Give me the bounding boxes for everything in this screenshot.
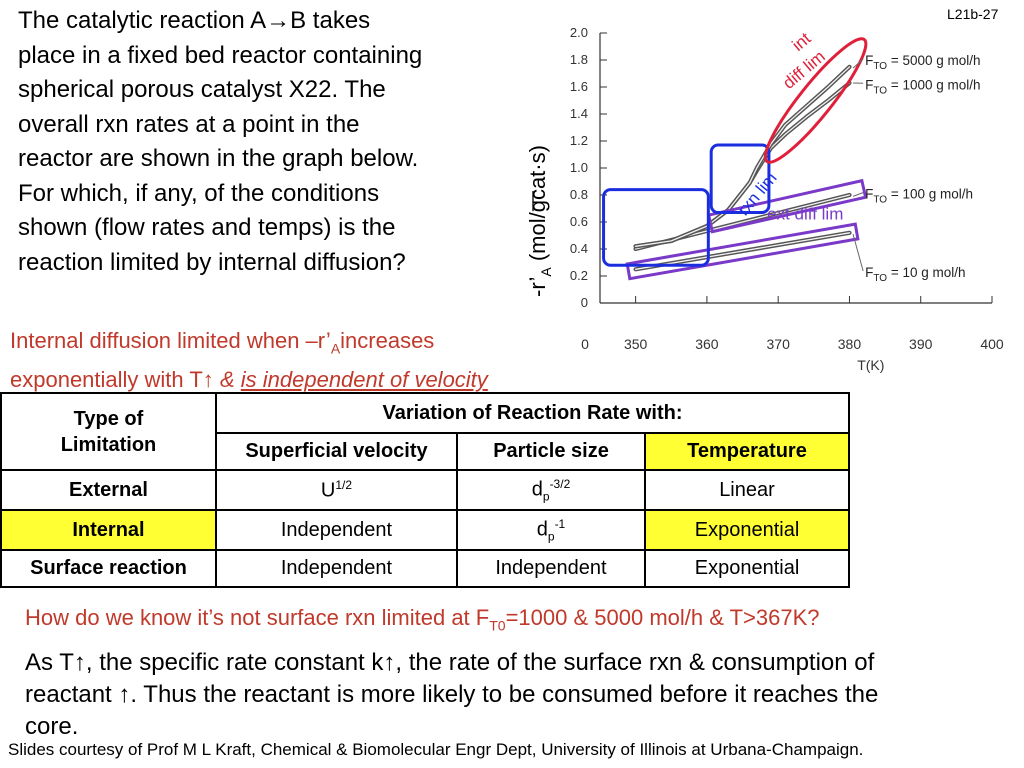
header-variation: Variation of Reaction Rate with: (215, 392, 850, 434)
cell-temperature: Exponential (644, 509, 850, 551)
y-tick-label: 1.2 (570, 133, 588, 148)
x-tick-label: 380 (838, 336, 862, 352)
problem-line: reactor are shown in the graph below. (18, 145, 419, 172)
problem-statement: The catalytic reaction A→B takes place i… (18, 4, 508, 280)
x-tick-label: 370 (767, 336, 791, 352)
row-type: External (0, 469, 217, 511)
problem-line: For which, if any, of the conditions (18, 179, 380, 207)
problem-line: The catalytic reaction A→B takes (18, 7, 371, 34)
x-tick-label: 390 (909, 336, 933, 352)
legend-entry: FTO = 1000 g mol/h (865, 77, 980, 96)
criterion-text: exponentially with T↑ (10, 367, 220, 393)
internal-diffusion-criterion: Internal diffusion limited when –r’Aincr… (10, 325, 488, 395)
criterion-emphasis: is independent of velocity (240, 367, 488, 393)
legend-leader (852, 234, 864, 272)
ext-diff-lim-label: ext diff lim (767, 204, 843, 223)
y-tick-label: 1.6 (570, 79, 588, 94)
x-tick-label: 360 (695, 336, 719, 352)
header-particle-size: Particle size (456, 432, 646, 471)
row-type: Surface reaction (0, 549, 217, 588)
criterion-subscript: A (330, 340, 341, 357)
ext-diff-lim-box-10 (625, 222, 860, 281)
x-tick-label: 350 (624, 336, 648, 352)
table-row: Surface reaction Independent Independent… (0, 549, 850, 588)
answer: As T↑, the specific rate constant k↑, th… (25, 647, 1015, 743)
y-tick-label: 0.2 (570, 268, 588, 283)
rate-vs-temperature-chart: 0 0.2 0.4 0.6 0.8 1.0 1.2 1.4 1.6 1.8 2.0 350 360 370… (525, 25, 1004, 373)
row-type: Internal (0, 509, 217, 551)
ext-diff-lim-box-100 (706, 178, 868, 234)
cell-velocity: Independent (215, 549, 458, 588)
criterion-ampersand: & (219, 367, 235, 393)
y-tick-label: 0.4 (570, 241, 588, 256)
criterion-text: increases (340, 328, 435, 353)
legend-entry: FTO = 10 g mol/h (865, 265, 965, 284)
y-tick-label: 0.6 (570, 214, 588, 229)
problem-line: spherical porous catalyst X22. The (18, 76, 386, 103)
x-axis-label: T(K) (857, 357, 884, 373)
int-diff-lim-oval (763, 37, 868, 164)
y-tick-label: 1.4 (570, 106, 588, 121)
chart-ticks: 0 0.2 0.4 0.6 0.8 1.0 1.2 1.4 1.6 1.8 2.0 350 360 370… (570, 25, 1004, 352)
y-tick-label: 2.0 (570, 25, 588, 40)
answer-line: reactant ↑. Thus the reactant is more li… (25, 681, 879, 708)
answer-line: core. (25, 713, 79, 740)
legend-leader (852, 58, 864, 69)
slide-number: L21b-27 (947, 6, 999, 22)
series-line-highlight (634, 66, 851, 247)
problem-line: overall rxn rates at a point in the (18, 110, 360, 138)
y-tick-label: 0.8 (570, 187, 588, 202)
header-superficial-velocity: Superficial velocity (215, 432, 458, 471)
table-row: External U1/2 dp-3/2 Linear (0, 469, 850, 511)
cell-temperature: Exponential (644, 549, 850, 588)
y-tick-label: 1.8 (570, 52, 588, 67)
limitation-table: Type of Limitation Variation of Reaction… (0, 392, 850, 588)
x-origin-label: 0 (581, 336, 589, 352)
cell-velocity: U1/2 (215, 469, 458, 511)
header-temperature: Temperature (644, 432, 850, 471)
cell-velocity: Independent (215, 509, 458, 551)
y-tick-label: 0 (581, 295, 588, 310)
y-tick-label: 1.0 (570, 160, 588, 175)
legend-entry: FTO = 5000 g mol/h (865, 53, 980, 72)
credit-footer: Slides courtesy of Prof M L Kraft, Chemi… (8, 740, 864, 759)
cell-particle: dp-3/2 (456, 469, 646, 511)
criterion-text: Internal diffusion limited when –r’ (10, 328, 331, 353)
problem-line: place in a fixed bed reactor containing (18, 41, 423, 69)
legend-leader (852, 192, 864, 197)
cell-particle: dp-1 (456, 509, 646, 551)
rxn-lim-box-upper (709, 143, 771, 215)
question: How do we know it’s not surface rxn limi… (25, 605, 820, 634)
y-axis-label: -r’A (mol/gcat·s) (525, 145, 554, 297)
header-type-of-limitation: Type of Limitation (0, 392, 217, 471)
problem-line: reaction limited by internal diffusion? (18, 248, 406, 276)
cell-particle: Independent (456, 549, 646, 588)
table-row: Internal Independent dp-1 Exponential (0, 509, 850, 551)
chart-legend: FTO = 5000 g mol/h FTO = 1000 g mol/h FTO … (852, 53, 981, 284)
rxn-lim-box-lower (602, 188, 710, 267)
answer-line: As T↑, the specific rate constant k↑, th… (25, 649, 875, 676)
cell-temperature: Linear (644, 469, 850, 511)
chart-series (633, 64, 852, 272)
x-tick-label: 400 (980, 336, 1004, 352)
chart-region-marks (602, 37, 868, 281)
legend-entry: FTO = 100 g mol/h (865, 187, 973, 206)
series-line-highlight (634, 232, 851, 270)
problem-line: shown (flow rates and temps) is the (18, 214, 396, 241)
